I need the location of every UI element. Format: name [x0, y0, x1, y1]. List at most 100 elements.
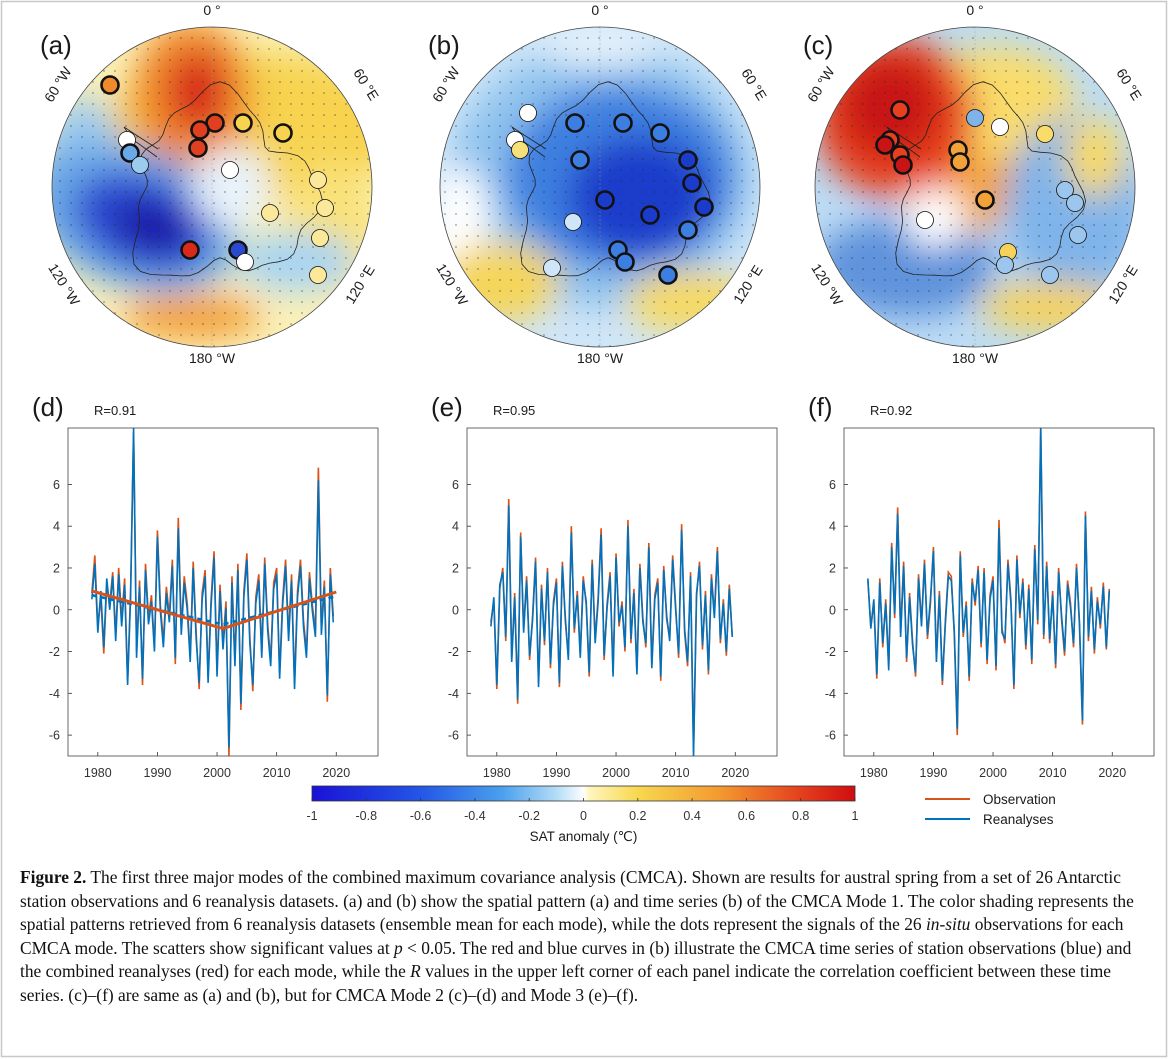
x-tick-label: 2020	[1098, 766, 1126, 780]
station-marker	[233, 113, 253, 133]
correlation-label: R=0.95	[493, 403, 535, 418]
colorbar-tick-label: -0.6	[410, 809, 432, 823]
station-marker	[273, 123, 293, 143]
station-marker	[131, 156, 149, 174]
station-marker	[975, 190, 995, 210]
y-tick-label: -6	[448, 729, 459, 743]
x-tick-label: 1990	[920, 766, 948, 780]
station-marker	[519, 104, 537, 122]
plot-area	[467, 428, 777, 756]
longitude-label: 180 °W	[952, 350, 999, 366]
y-tick-label: 6	[452, 478, 459, 492]
x-tick-label: 1990	[144, 766, 172, 780]
panel-label: (b)	[428, 30, 460, 60]
x-tick-label: 2010	[662, 766, 690, 780]
longitude-label: 180 °W	[189, 350, 236, 366]
y-tick-label: 0	[829, 603, 836, 617]
trend-line	[91, 589, 337, 631]
axes-box	[843, 427, 1155, 757]
station-marker	[694, 197, 714, 217]
x-tick-label: 2000	[203, 766, 231, 780]
map-outline	[51, 26, 373, 348]
line-chart: -6 -4 -2 0 2 4 6 1980 1990 2000 2010 2020 (f) R=0.92	[808, 392, 1155, 780]
station-marker	[1066, 194, 1084, 212]
caption-label: Figure 2.	[20, 867, 87, 887]
caption-italic: in-situ	[925, 914, 971, 935]
longitude-label: 0 °	[203, 2, 220, 18]
y-tick-label: 4	[829, 520, 836, 534]
colorbar-label: SAT anomaly (℃)	[530, 829, 638, 844]
y-tick-label: -2	[49, 645, 60, 659]
station-marker	[950, 152, 970, 172]
line-chart: -6 -4 -2 0 2 4 6 1980 1990 2000 2010 2020 (d) R=0.91	[32, 392, 379, 780]
station-marker	[916, 211, 934, 229]
longitude-label: 0 °	[591, 2, 608, 18]
station-marker	[613, 113, 633, 133]
station-marker	[570, 150, 590, 170]
longitude-label: 60 °E	[350, 66, 382, 104]
colorbar-tick-label: 1	[852, 809, 859, 823]
station-marker	[221, 161, 239, 179]
series-line	[490, 505, 734, 756]
y-tick-label: -2	[448, 645, 459, 659]
colorbar-tick-label: -0.4	[464, 809, 486, 823]
coastline	[123, 81, 324, 277]
colorbar-tick-label: 0.6	[738, 809, 755, 823]
station-marker	[316, 199, 334, 217]
station-marker	[893, 155, 913, 175]
station-marker	[890, 100, 910, 120]
longitude-label: 60 °W	[41, 63, 75, 105]
station-marker	[309, 171, 327, 189]
y-tick-label: -2	[825, 645, 836, 659]
panel-label: (f)	[808, 392, 833, 422]
coastline	[886, 81, 1087, 277]
longitude-label: 180 °W	[577, 350, 624, 366]
correlation-label: R=0.91	[94, 403, 136, 418]
station-marker	[1069, 226, 1087, 244]
y-tick-label: 4	[452, 520, 459, 534]
x-tick-label: 2000	[979, 766, 1007, 780]
caption-text: The first three major modes of the combi…	[20, 867, 1134, 935]
colorbar: -1 -0.8 -0.6 -0.4 -0.2 0 0.2 0.4 0.6 0.8 1 SAT anom…	[306, 785, 859, 844]
station-marker	[180, 240, 200, 260]
station-marker	[100, 75, 120, 95]
colorbar-tick-label: -0.8	[356, 809, 378, 823]
station-marker	[1036, 125, 1054, 143]
station-marker	[991, 118, 1009, 136]
caption-text: values in the upper left corner of each …	[20, 961, 1111, 1005]
longitude-label: 60 °W	[429, 63, 463, 105]
colorbar-tick-label: -0.2	[518, 809, 540, 823]
x-tick-label: 2020	[322, 766, 350, 780]
station-marker	[543, 259, 561, 277]
station-marker	[511, 141, 529, 159]
colorbar-tick-label: 0.4	[683, 809, 700, 823]
caption-text: observations for each CMCA mode. The sca…	[20, 914, 1124, 958]
line-chart: -6 -4 -2 0 2 4 6 1980 1990 2000 2010 2020 (e) R=0.95	[431, 392, 778, 780]
station-marker	[236, 253, 254, 271]
correlation-label: R=0.92	[870, 403, 912, 418]
caption: Figure 2. The first three major modes of…	[20, 866, 1150, 1008]
x-tick-label: 2010	[263, 766, 291, 780]
colorbar-tick-label: -1	[306, 809, 317, 823]
colorbar-tick-label: 0.2	[629, 809, 646, 823]
y-tick-label: 2	[452, 561, 459, 575]
station-marker	[311, 229, 329, 247]
legend-label: Observation	[983, 792, 1056, 807]
longitude-label: 0 °	[966, 2, 983, 18]
y-tick-label: 0	[53, 603, 60, 617]
station-marker	[564, 213, 582, 231]
axes-box	[67, 427, 379, 757]
series-group	[490, 499, 734, 756]
map-field	[440, 27, 760, 347]
station-marker	[1041, 266, 1059, 284]
station-marker	[650, 123, 670, 143]
station-marker	[1056, 181, 1074, 199]
series-group	[91, 428, 337, 756]
station-marker	[188, 138, 208, 158]
station-marker	[658, 265, 678, 285]
